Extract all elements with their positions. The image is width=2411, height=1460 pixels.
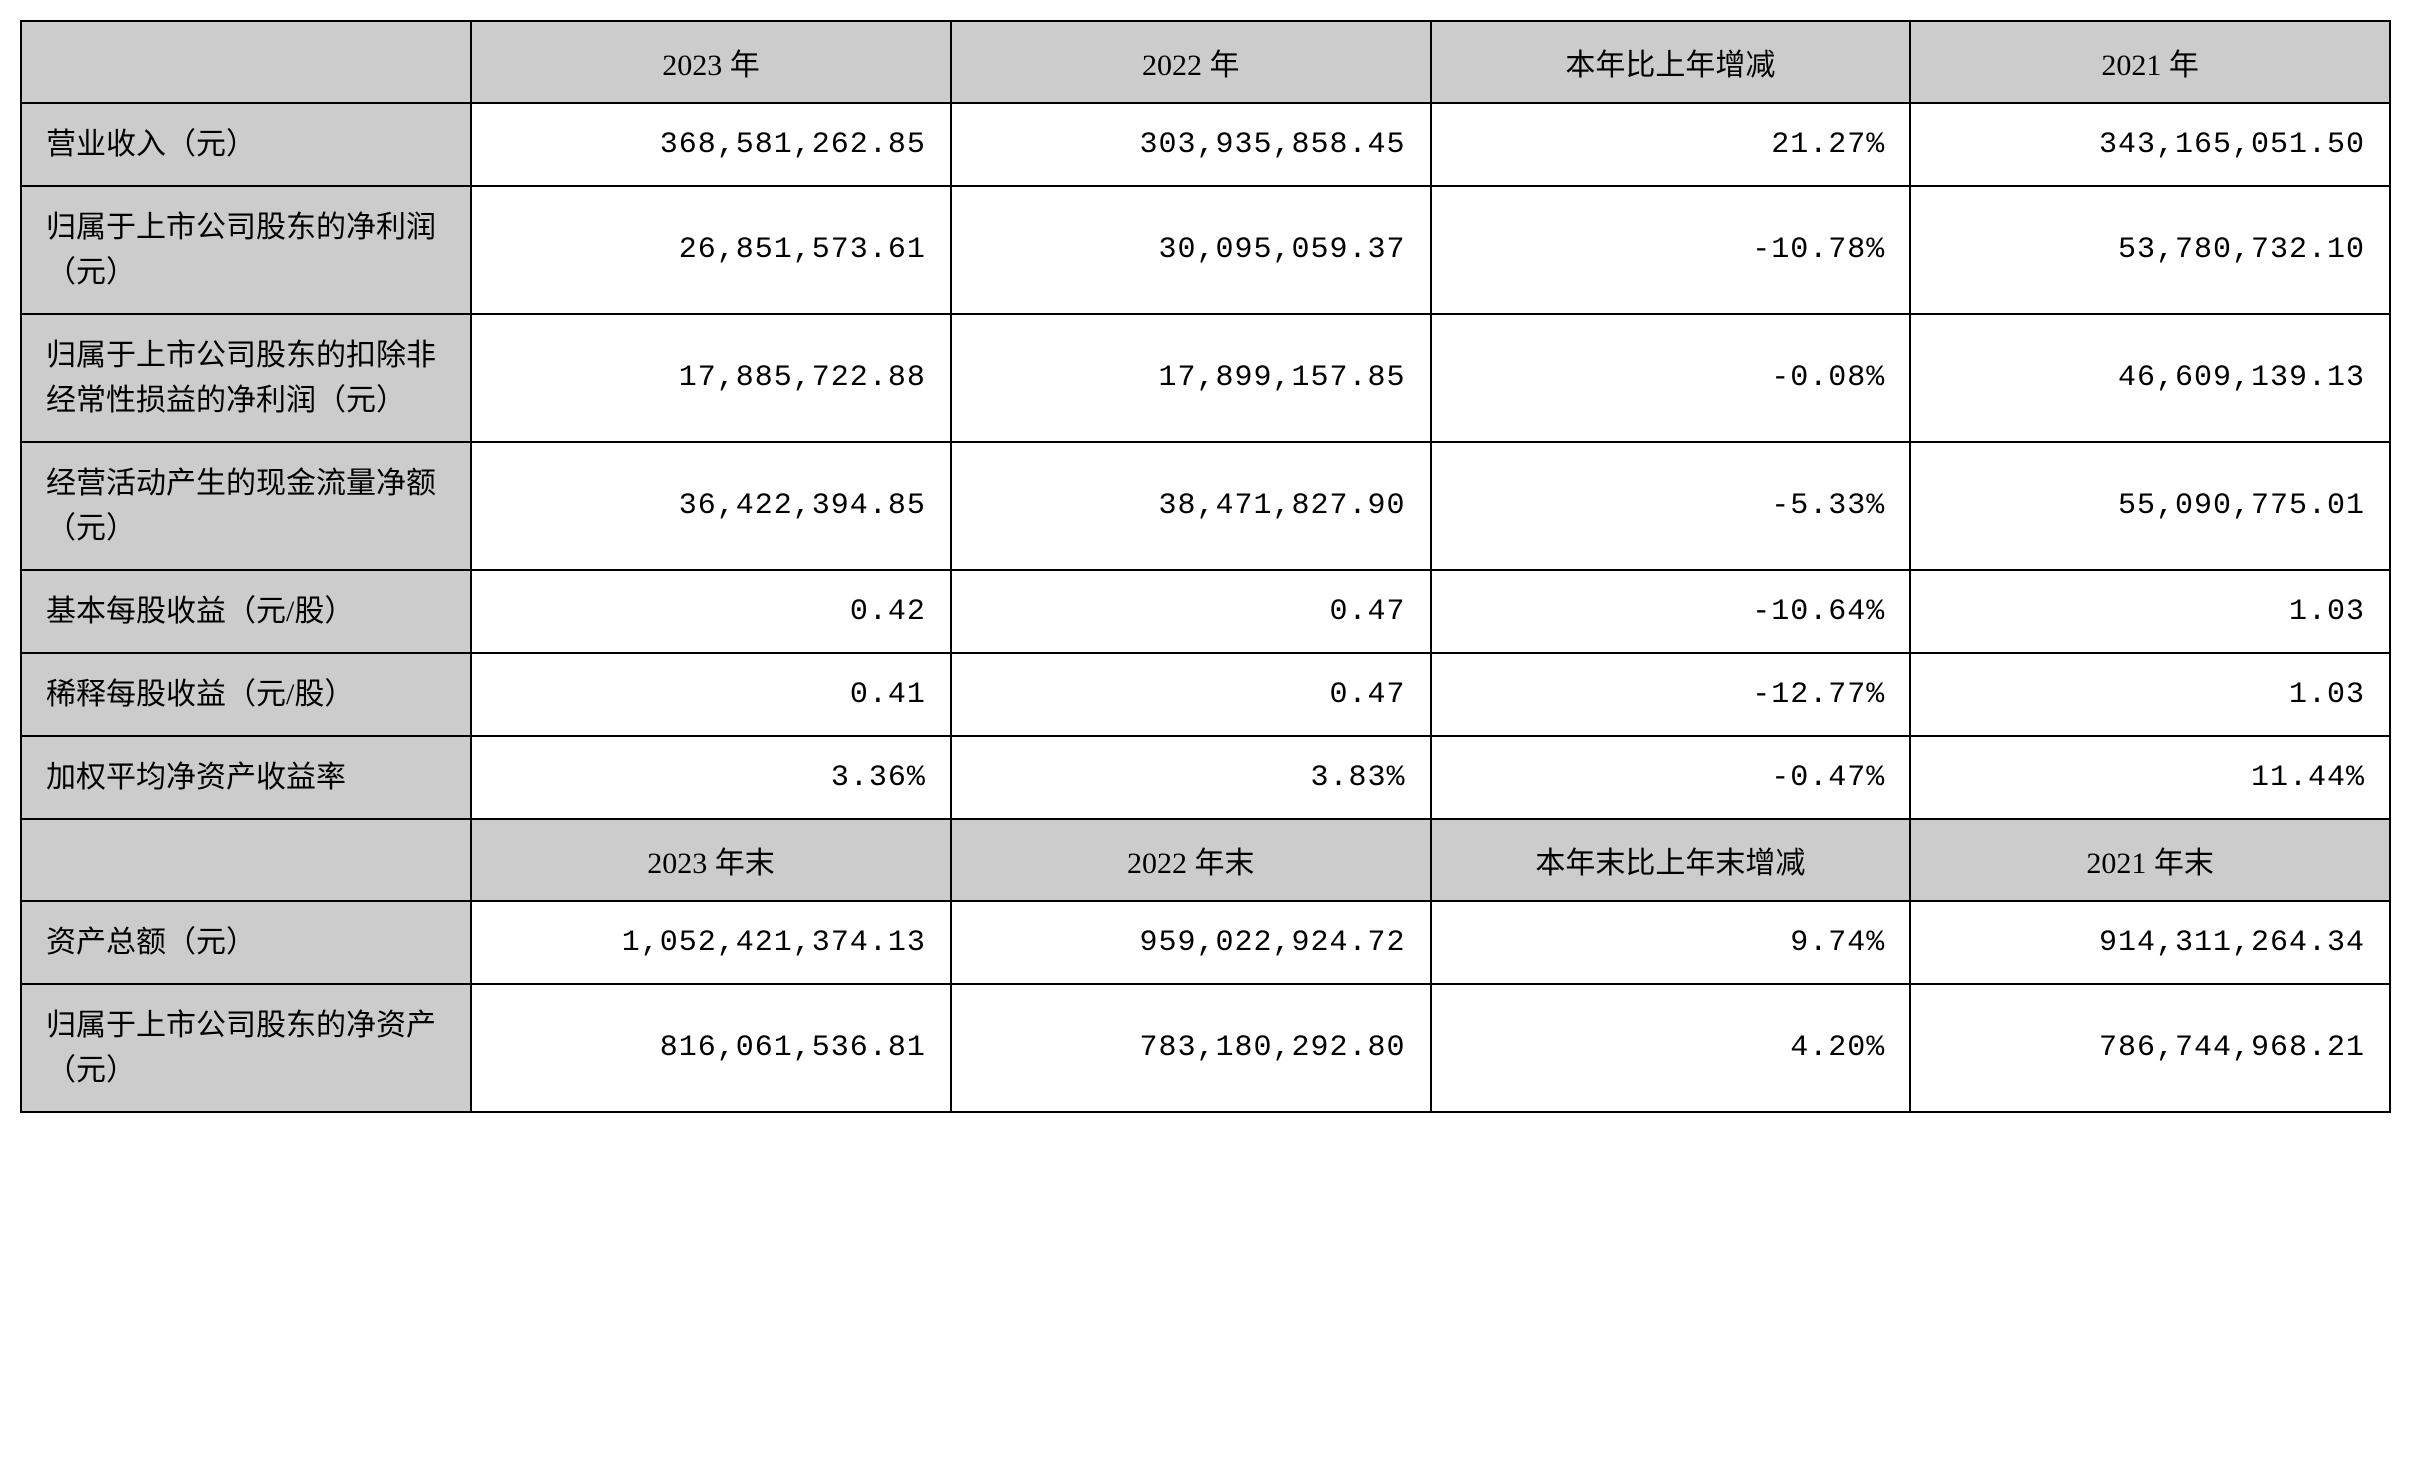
row-value: 17,899,157.85 <box>951 314 1431 442</box>
row-value: -0.08% <box>1431 314 1911 442</box>
row-value: 21.27% <box>1431 103 1911 186</box>
row-value: 1.03 <box>1910 653 2390 736</box>
header-2021-end: 2021 年末 <box>1910 819 2390 901</box>
row-label: 经营活动产生的现金流量净额（元） <box>21 442 471 570</box>
table-row: 基本每股收益（元/股） 0.42 0.47 -10.64% 1.03 <box>21 570 2390 653</box>
row-value: -10.64% <box>1431 570 1911 653</box>
header-blank <box>21 819 471 901</box>
row-value: 343,165,051.50 <box>1910 103 2390 186</box>
row-value: 46,609,139.13 <box>1910 314 2390 442</box>
header-2022: 2022 年 <box>951 21 1431 103</box>
header-2023: 2023 年 <box>471 21 951 103</box>
header-blank <box>21 21 471 103</box>
row-value: 368,581,262.85 <box>471 103 951 186</box>
row-value: 0.41 <box>471 653 951 736</box>
row-value: 816,061,536.81 <box>471 984 951 1112</box>
row-value: -10.78% <box>1431 186 1911 314</box>
row-value: 303,935,858.45 <box>951 103 1431 186</box>
row-value: 0.47 <box>951 653 1431 736</box>
row-value: -5.33% <box>1431 442 1911 570</box>
table-row: 归属于上市公司股东的净资产（元） 816,061,536.81 783,180,… <box>21 984 2390 1112</box>
row-label: 稀释每股收益（元/股） <box>21 653 471 736</box>
table-row: 营业收入（元） 368,581,262.85 303,935,858.45 21… <box>21 103 2390 186</box>
table-row: 加权平均净资产收益率 3.36% 3.83% -0.47% 11.44% <box>21 736 2390 819</box>
table-header-row: 2023 年末 2022 年末 本年末比上年末增减 2021 年末 <box>21 819 2390 901</box>
table-row: 归属于上市公司股东的扣除非经常性损益的净利润（元） 17,885,722.88 … <box>21 314 2390 442</box>
row-value: 959,022,924.72 <box>951 901 1431 984</box>
row-value: 3.83% <box>951 736 1431 819</box>
row-value: 1.03 <box>1910 570 2390 653</box>
row-value: 0.42 <box>471 570 951 653</box>
row-value: 11.44% <box>1910 736 2390 819</box>
row-value: 26,851,573.61 <box>471 186 951 314</box>
row-value: 4.20% <box>1431 984 1911 1112</box>
row-label: 加权平均净资产收益率 <box>21 736 471 819</box>
row-value: -12.77% <box>1431 653 1911 736</box>
row-value: 0.47 <box>951 570 1431 653</box>
row-value: -0.47% <box>1431 736 1911 819</box>
table-header-row: 2023 年 2022 年 本年比上年增减 2021 年 <box>21 21 2390 103</box>
row-value: 914,311,264.34 <box>1910 901 2390 984</box>
row-value: 786,744,968.21 <box>1910 984 2390 1112</box>
row-label: 归属于上市公司股东的净资产（元） <box>21 984 471 1112</box>
row-label: 归属于上市公司股东的净利润（元） <box>21 186 471 314</box>
header-2023-end: 2023 年末 <box>471 819 951 901</box>
row-value: 38,471,827.90 <box>951 442 1431 570</box>
table-row: 经营活动产生的现金流量净额（元） 36,422,394.85 38,471,82… <box>21 442 2390 570</box>
row-value: 53,780,732.10 <box>1910 186 2390 314</box>
table-row: 稀释每股收益（元/股） 0.41 0.47 -12.77% 1.03 <box>21 653 2390 736</box>
row-value: 17,885,722.88 <box>471 314 951 442</box>
row-label: 营业收入（元） <box>21 103 471 186</box>
row-value: 783,180,292.80 <box>951 984 1431 1112</box>
row-value: 1,052,421,374.13 <box>471 901 951 984</box>
header-2021: 2021 年 <box>1910 21 2390 103</box>
row-label: 资产总额（元） <box>21 901 471 984</box>
header-change: 本年比上年增减 <box>1431 21 1911 103</box>
header-2022-end: 2022 年末 <box>951 819 1431 901</box>
row-value: 30,095,059.37 <box>951 186 1431 314</box>
table-row: 归属于上市公司股东的净利润（元） 26,851,573.61 30,095,05… <box>21 186 2390 314</box>
financial-table: 2023 年 2022 年 本年比上年增减 2021 年 营业收入（元） 368… <box>20 20 2391 1113</box>
row-label: 基本每股收益（元/股） <box>21 570 471 653</box>
row-value: 36,422,394.85 <box>471 442 951 570</box>
header-change-end: 本年末比上年末增减 <box>1431 819 1911 901</box>
row-label: 归属于上市公司股东的扣除非经常性损益的净利润（元） <box>21 314 471 442</box>
table-row: 资产总额（元） 1,052,421,374.13 959,022,924.72 … <box>21 901 2390 984</box>
row-value: 55,090,775.01 <box>1910 442 2390 570</box>
row-value: 3.36% <box>471 736 951 819</box>
row-value: 9.74% <box>1431 901 1911 984</box>
